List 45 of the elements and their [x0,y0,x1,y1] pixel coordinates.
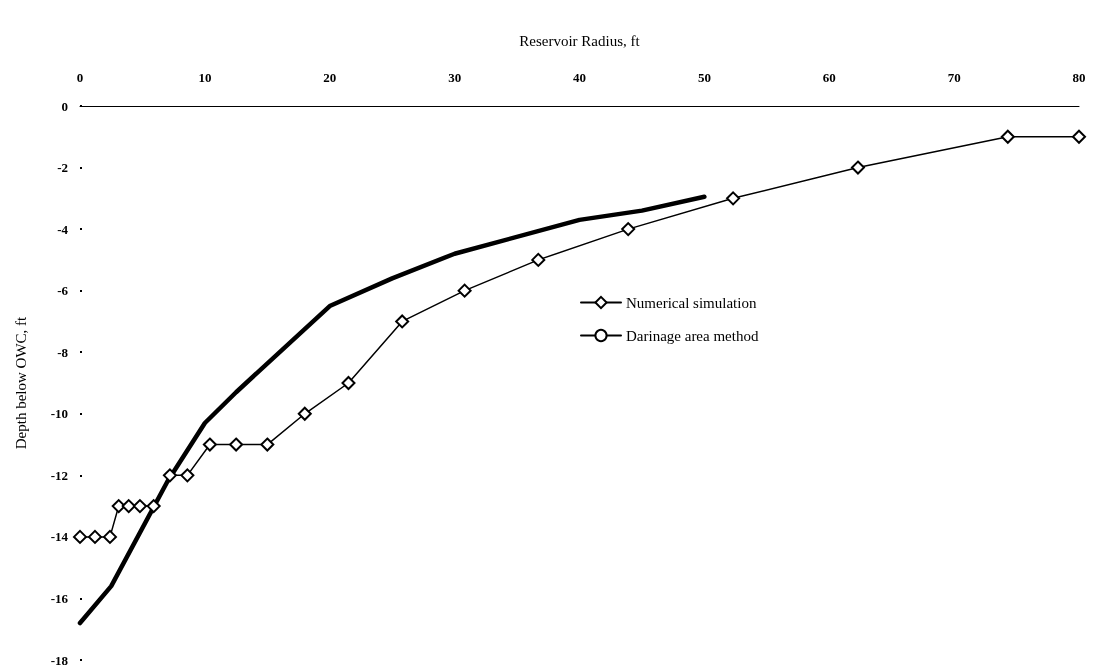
x-tick-label: 20 [323,70,337,85]
x-tick-label: 70 [947,70,961,85]
y-tick-label: -4 [57,221,69,237]
point [73,529,87,544]
point [180,468,195,483]
y-tick-label: 0 [61,98,68,114]
point [531,252,546,267]
point [260,437,275,452]
point [621,222,636,237]
x-tick-label: 80 [1072,70,1086,85]
y-tick-label: -8 [57,344,69,360]
point [457,283,472,298]
point [726,191,741,206]
x-tick-label: 60 [822,70,836,85]
point [132,499,147,514]
legend-label: Numerical simulation [626,294,757,311]
point [1072,129,1086,144]
y-tick-label: -14 [50,529,69,545]
y-tick-label: -2 [57,160,68,176]
point [111,499,126,514]
point [1000,129,1015,144]
point [87,529,102,544]
point [102,529,117,544]
x-tick-label: 0 [76,70,84,85]
x-tick-label: 10 [198,70,212,85]
y-tick-label: -18 [50,652,69,667]
y-tick-label: -12 [50,467,68,483]
point [162,468,177,483]
legend-label: Darinage area method [626,327,759,344]
point [121,499,136,514]
x-tick-label: 40 [573,70,586,85]
point [341,376,356,390]
x-tick-label: 30 [448,70,462,85]
y-tick-label: -16 [50,590,69,606]
point [229,437,244,452]
y-tick-label: -6 [57,283,69,299]
y-tick-label: -10 [50,406,68,422]
point [202,437,217,452]
point [297,406,312,421]
point [395,314,410,329]
point [146,499,161,514]
y-axis-title: Depth below OWC, ft [12,315,29,450]
x-axis-title: Reservoir Radius, ft [519,32,641,49]
point [850,160,865,175]
x-tick-label: 50 [697,70,711,85]
